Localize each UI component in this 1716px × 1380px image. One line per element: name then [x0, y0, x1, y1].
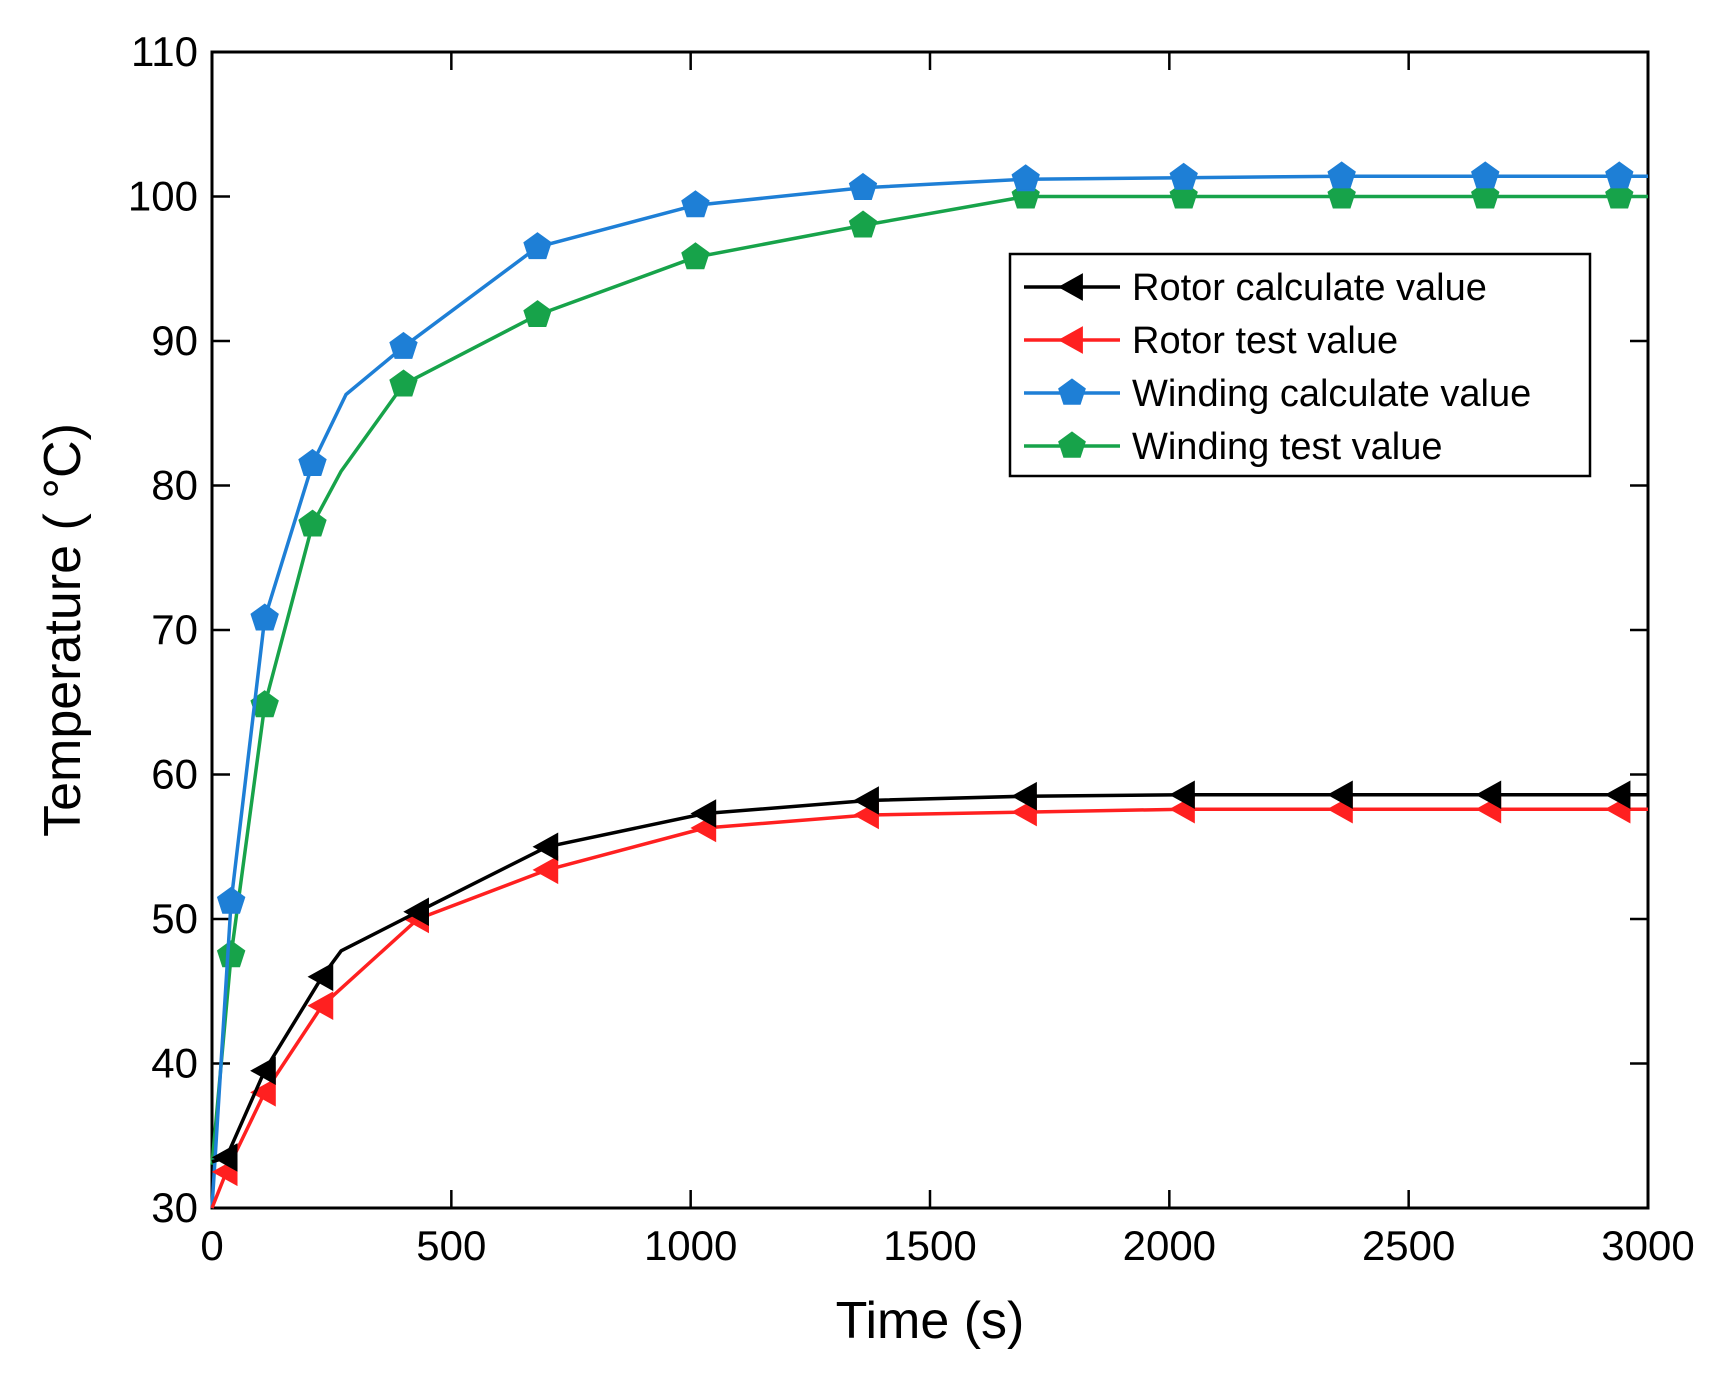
y-tick-label: 50 [151, 895, 198, 942]
data-point-winding-calculate-value [1471, 161, 1500, 189]
series-rotor-calculate-value [211, 780, 1648, 1172]
data-point-winding-test-value [216, 940, 246, 968]
legend-swatch-marker [1058, 378, 1086, 405]
x-tick-label: 1500 [883, 1222, 976, 1269]
data-point-winding-test-value [681, 242, 710, 270]
data-point-winding-calculate-value [1605, 161, 1634, 189]
data-point-winding-calculate-value [389, 331, 418, 359]
data-point-winding-test-value [523, 300, 552, 328]
x-tick-label: 2000 [1123, 1222, 1216, 1269]
data-point-rotor-calculate-value [1169, 780, 1195, 810]
series-winding-calculate-value [210, 161, 1648, 1209]
legend-box [1008, 252, 1592, 478]
y-tick-label: 70 [151, 606, 198, 653]
series-line-rotor-calculate-value [211, 792, 1648, 1164]
x-axis: 0 500 1000 1500 2000 2500 3000 [200, 52, 1695, 1269]
data-point-rotor-calculate-value [532, 832, 559, 862]
series-layer [210, 161, 1648, 1209]
data-point-rotor-calculate-value [250, 1056, 276, 1085]
y-tick-label: 40 [151, 1040, 198, 1087]
legend-item-rotor-calculate-value: Rotor calculate value [1024, 267, 1487, 309]
legend: Rotor calculate value Rotor test value Win… [1008, 252, 1592, 478]
x-tick-label: 2500 [1362, 1222, 1455, 1269]
x-tick-label: 0 [200, 1222, 223, 1269]
x-tick-label: 1000 [644, 1222, 737, 1269]
y-tick-label: 80 [151, 462, 198, 509]
legend-label: Rotor test value [1132, 320, 1398, 362]
data-point-winding-calculate-value [216, 886, 246, 914]
legend-label: Winding test value [1132, 426, 1443, 468]
data-point-rotor-calculate-value [1475, 780, 1502, 810]
data-point-winding-calculate-value [1327, 161, 1356, 189]
legend-swatch-marker [1057, 273, 1083, 301]
data-point-rotor-calculate-value [403, 897, 429, 927]
data-point-rotor-calculate-value [1011, 781, 1037, 811]
data-point-winding-test-value [1471, 181, 1500, 209]
data-point-winding-calculate-value [1011, 164, 1040, 192]
data-point-rotor-test-value [532, 855, 559, 885]
data-point-rotor-test-value [250, 1078, 276, 1107]
data-point-rotor-calculate-value [690, 799, 717, 828]
legend-label: Rotor calculate value [1132, 267, 1487, 309]
y-tick-label: 60 [151, 751, 198, 798]
data-point-winding-calculate-value [848, 172, 878, 200]
y-axis-title: Temperature ( °C) [34, 423, 92, 837]
series-winding-test-value [210, 181, 1648, 1165]
series-line-rotor-test-value [210, 807, 1648, 1209]
data-point-winding-calculate-value [250, 603, 279, 631]
y-tick-label: 30 [151, 1184, 198, 1231]
data-point-rotor-calculate-value [307, 962, 334, 992]
legend-label: Winding calculate value [1132, 373, 1531, 415]
y-tick-label: 110 [131, 28, 198, 75]
y-axis: 30 40 50 60 70 80 90 100 110 [128, 28, 1648, 1231]
data-point-winding-test-value [848, 210, 878, 238]
data-point-winding-test-value [1605, 181, 1634, 209]
data-point-rotor-calculate-value [211, 1143, 238, 1172]
x-tick-label: 3000 [1601, 1222, 1694, 1269]
legend-swatch-marker [1058, 431, 1086, 458]
data-point-winding-test-value [298, 509, 327, 537]
data-point-rotor-calculate-value [853, 786, 879, 815]
data-point-winding-calculate-value [1169, 162, 1198, 190]
data-point-rotor-test-value [307, 991, 334, 1020]
data-point-winding-calculate-value [523, 232, 552, 260]
data-point-winding-calculate-value [681, 190, 710, 218]
legend-item-winding-test-value: Winding test value [1024, 426, 1443, 468]
data-point-rotor-calculate-value [1327, 780, 1353, 810]
y-tick-label: 100 [128, 173, 198, 220]
plot-area: 30 40 50 60 70 80 90 100 110 0 500 1000 1500 2000 250… [128, 28, 1695, 1269]
plot-frame [210, 50, 1650, 1210]
data-point-winding-calculate-value [298, 448, 327, 476]
y-tick-label: 90 [151, 317, 198, 364]
x-tick-label: 500 [416, 1222, 486, 1269]
data-point-rotor-calculate-value [1604, 780, 1631, 810]
legend-item-winding-calculate-value: Winding calculate value [1024, 373, 1531, 415]
data-point-winding-test-value [389, 369, 418, 397]
series-rotor-test-value [210, 794, 1648, 1209]
x-axis-title: Time (s) [836, 1292, 1025, 1350]
data-point-winding-test-value [1327, 181, 1356, 209]
legend-swatch-marker [1057, 326, 1083, 354]
legend-item-rotor-test-value: Rotor test value [1024, 320, 1398, 362]
